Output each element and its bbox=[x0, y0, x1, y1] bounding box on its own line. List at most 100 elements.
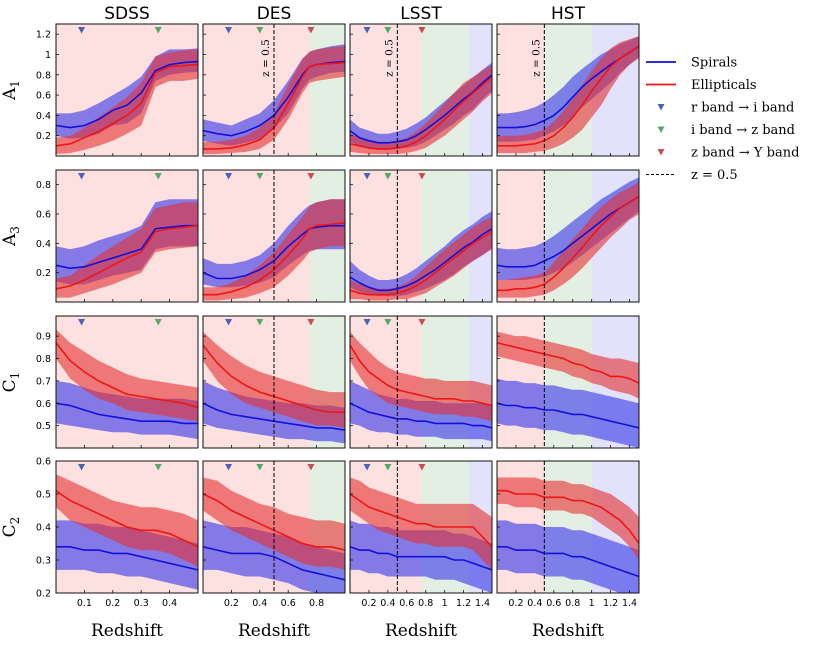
ellipticals-line bbox=[350, 344, 492, 407]
column-title-des: DES bbox=[257, 4, 292, 24]
x-tick-label: 0.4 bbox=[380, 598, 395, 609]
panel-a1-des: z = 0.5 bbox=[202, 23, 346, 157]
panel-c1-sdss: 0.5 0.6 0.7 0.8 0.9 bbox=[36, 315, 199, 449]
marker-blue-triangle bbox=[78, 464, 86, 471]
axes-frame bbox=[55, 315, 199, 449]
spirals-band bbox=[497, 177, 639, 280]
x-tick-label: 1 bbox=[589, 598, 595, 609]
x-tick-label: 1 bbox=[442, 598, 448, 609]
ellipticals-line bbox=[497, 45, 639, 147]
spirals-line bbox=[56, 60, 198, 129]
legend: Spirals Ellipticals r band → i band i band … bbox=[646, 56, 799, 183]
legend-label-5: z = 0.5 bbox=[691, 168, 738, 183]
ellipticals-line bbox=[497, 342, 639, 384]
marker-red-triangle bbox=[307, 464, 315, 471]
ellipticals-band bbox=[56, 329, 198, 422]
legend-label-4: z band → Y band bbox=[691, 146, 799, 161]
spirals-line bbox=[497, 545, 639, 578]
marker-green-triangle bbox=[384, 173, 392, 180]
ellipticals-line bbox=[56, 490, 198, 548]
panel-c1-lsst bbox=[349, 315, 493, 449]
panel-c2-des: 0.2 0.4 0.6 0.8 bbox=[202, 460, 346, 609]
marker-red-triangle bbox=[418, 319, 426, 326]
row-label-c1: C1 bbox=[0, 372, 22, 393]
x-tick-label: 0.3 bbox=[134, 598, 149, 609]
x-tick-label: 0.2 bbox=[361, 598, 376, 609]
legend-marker-2 bbox=[657, 104, 665, 111]
y-tick-label: 0.5 bbox=[36, 490, 51, 501]
ellipticals-line bbox=[203, 61, 345, 150]
y-tick-label: 0.4 bbox=[36, 111, 51, 122]
axes-frame bbox=[55, 23, 199, 157]
x-tick-label: 0.2 bbox=[105, 598, 120, 609]
legend-marker-3 bbox=[657, 126, 665, 133]
y-tick-label: 0.6 bbox=[36, 457, 51, 468]
spirals-line bbox=[56, 224, 198, 270]
y-tick-label: 1 bbox=[45, 50, 51, 61]
marker-green-triangle bbox=[256, 464, 264, 471]
ellipticals-band bbox=[203, 199, 345, 301]
ellipticals-line bbox=[56, 63, 198, 147]
axes-frame bbox=[202, 315, 346, 449]
x-axis-label: Redshift bbox=[385, 621, 457, 641]
x-tick-label: 1.4 bbox=[622, 598, 637, 609]
panel-a1-lsst: z = 0.5 bbox=[349, 23, 493, 157]
ellipticals-band bbox=[203, 46, 345, 154]
marker-blue-triangle bbox=[363, 27, 371, 34]
ellipticals-line bbox=[497, 489, 639, 544]
panel-c2-hst: 0.2 0.4 0.6 0.8 1 1.2 1.4 bbox=[496, 460, 640, 609]
legend-label-0: Spirals bbox=[691, 56, 737, 71]
y-tick-label: 0.5 bbox=[36, 421, 51, 432]
legend-marker-4 bbox=[657, 149, 665, 156]
ellipticals-band bbox=[497, 477, 639, 560]
band-region bbox=[309, 24, 345, 156]
marker-red-triangle bbox=[418, 464, 426, 471]
column-title-hst: HST bbox=[551, 4, 586, 24]
marker-green-triangle bbox=[256, 173, 264, 180]
legend-label-2: r band → i band bbox=[691, 101, 794, 116]
x-tick-label: 0.6 bbox=[281, 598, 296, 609]
panel-a3-hst bbox=[496, 169, 640, 303]
x-axis-label: Redshift bbox=[532, 621, 604, 641]
spirals-line bbox=[350, 402, 492, 429]
marker-green-triangle bbox=[256, 319, 264, 326]
x-tick-label: 0.8 bbox=[565, 598, 580, 609]
y-tick-label: 0.8 bbox=[36, 70, 51, 81]
marker-blue-triangle bbox=[363, 464, 371, 471]
spirals-line bbox=[497, 195, 639, 268]
axes-frame bbox=[496, 315, 640, 449]
y-tick-label: 0.6 bbox=[36, 399, 51, 410]
marker-red-triangle bbox=[418, 173, 426, 180]
panel-c1-des bbox=[202, 315, 346, 449]
x-tick-label: 0.6 bbox=[399, 598, 414, 609]
marker-green-triangle bbox=[154, 319, 162, 326]
marker-green-triangle bbox=[384, 464, 392, 471]
z-0.5-label: z = 0.5 bbox=[383, 39, 395, 77]
marker-green-triangle bbox=[154, 464, 162, 471]
row-label-c2: C2 bbox=[0, 517, 22, 538]
y-tick-label: 0.2 bbox=[36, 589, 51, 600]
marker-red-triangle bbox=[418, 27, 426, 34]
x-axis-label: Redshift bbox=[238, 621, 310, 641]
panel-a3-lsst bbox=[349, 169, 493, 303]
y-tick-label: 0.8 bbox=[36, 180, 51, 191]
marker-blue-triangle bbox=[225, 319, 233, 326]
x-tick-label: 0.2 bbox=[508, 598, 523, 609]
y-tick-label: 0.7 bbox=[36, 376, 51, 387]
row-label-a3: A3 bbox=[0, 226, 22, 247]
spirals-line bbox=[350, 74, 492, 144]
y-tick-label: 1.2 bbox=[36, 30, 51, 41]
ellipticals-line bbox=[56, 224, 198, 290]
y-tick-label: 0.6 bbox=[36, 210, 51, 221]
marker-green-triangle bbox=[256, 27, 264, 34]
ellipticals-band bbox=[56, 49, 198, 154]
y-tick-label: 0.8 bbox=[36, 354, 51, 365]
marker-green-triangle bbox=[384, 319, 392, 326]
axes-frame bbox=[202, 23, 346, 157]
ellipticals-line bbox=[497, 195, 639, 292]
ellipticals-line bbox=[350, 230, 492, 296]
ellipticals-line bbox=[350, 493, 492, 548]
panel-c1-hst bbox=[496, 315, 640, 449]
marker-red-triangle bbox=[307, 319, 315, 326]
